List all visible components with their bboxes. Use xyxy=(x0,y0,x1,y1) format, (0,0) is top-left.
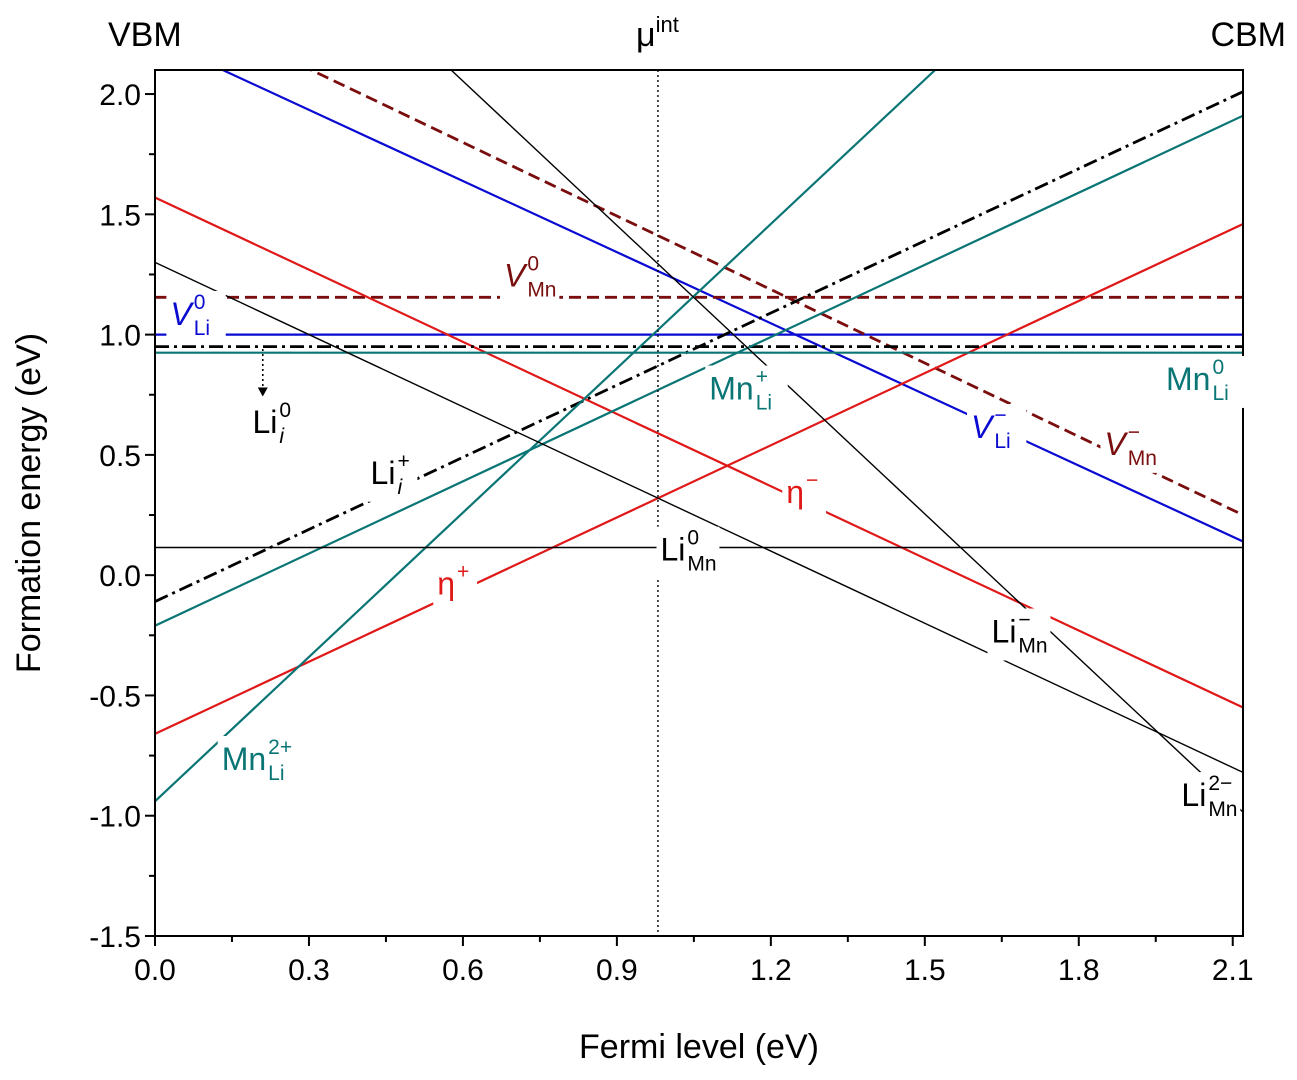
pointer-arrow-head xyxy=(257,387,268,397)
label-a_limn_m: Li − Mn xyxy=(987,608,1051,661)
label-sub: Mn xyxy=(527,279,556,302)
svg-text:Mn: Mn xyxy=(709,371,753,407)
x-tick-label: 2.1 xyxy=(1212,954,1254,987)
series-line-limn_2m xyxy=(450,70,1243,813)
y-tick-label: 0.0 xyxy=(99,560,141,593)
label-sup: 0 xyxy=(1212,356,1224,379)
svg-text:η: η xyxy=(786,474,804,510)
label-a_mnli_p: Mn + Li xyxy=(705,365,788,418)
x-tick-label: 1.2 xyxy=(750,954,792,987)
top-label-cbm: CBM xyxy=(1210,16,1286,54)
plot-frame xyxy=(154,69,1244,937)
y-tick-label: 2.0 xyxy=(99,79,141,112)
svg-text:Li: Li xyxy=(1181,777,1206,813)
series-line-mnli_p xyxy=(155,114,1243,627)
series-line-eta_m xyxy=(155,196,1243,709)
label-a_lii0: Li 0 i xyxy=(248,399,300,452)
x-tick-label: 1.8 xyxy=(1058,954,1100,987)
svg-text:V: V xyxy=(170,296,194,332)
y-tick-label: -1.5 xyxy=(89,921,141,954)
top-label-mu: μint xyxy=(636,12,679,54)
label-sup: − xyxy=(1018,609,1030,632)
series-line-vmn_m xyxy=(307,70,1243,517)
label-sub: Li xyxy=(268,762,284,785)
label-sub: Mn xyxy=(1018,635,1047,658)
label-a_limn0: Li 0 Mn xyxy=(656,526,720,579)
svg-text:η: η xyxy=(437,565,455,601)
series-line-lii_p xyxy=(155,90,1243,603)
label-sup: − xyxy=(806,469,818,492)
svg-text:Mn: Mn xyxy=(222,741,266,777)
label-sub: Li xyxy=(1212,382,1228,405)
label-sub: Mn xyxy=(1208,798,1237,821)
label-a_vmn_m: V − Mn xyxy=(1100,420,1160,473)
label-a_vli0: V 0 Li xyxy=(166,290,226,343)
x-tick-label: 0.0 xyxy=(134,954,176,987)
svg-text:V: V xyxy=(504,258,528,294)
label-a_eta_m: η − xyxy=(782,469,827,521)
x-tick-label: 0.6 xyxy=(442,954,484,987)
series-line-limn_m xyxy=(155,261,1243,774)
label-sub: i xyxy=(397,476,403,499)
label-sup: 0 xyxy=(527,253,539,276)
svg-text:Li: Li xyxy=(661,532,686,568)
y-tick-label: 1.5 xyxy=(99,199,141,232)
label-sup: + xyxy=(457,560,469,583)
label-sub: i xyxy=(279,425,285,448)
label-a_vmn0: V 0 Mn xyxy=(499,252,560,305)
label-sup: 2+ xyxy=(268,736,292,759)
y-tick-label: -0.5 xyxy=(89,680,141,713)
label-sub: Li xyxy=(756,392,772,415)
label-sup: 2− xyxy=(1208,772,1232,795)
svg-text:Li: Li xyxy=(992,614,1017,650)
svg-text:Li: Li xyxy=(371,455,396,491)
plot-border xyxy=(154,69,1244,937)
x-tick-label: 0.3 xyxy=(288,954,330,987)
label-sub: Mn xyxy=(1128,447,1157,470)
label-sup: − xyxy=(1128,421,1140,444)
top-label-vbm: VBM xyxy=(108,16,182,54)
label-sup: + xyxy=(397,450,409,473)
label-a_mnli0: Mn 0 Li xyxy=(1162,355,1245,408)
y-tick-label: -1.0 xyxy=(89,801,141,834)
svg-text:Mn: Mn xyxy=(1166,361,1210,397)
label-a_vli_m: V − Li xyxy=(967,404,1027,457)
svg-text:V: V xyxy=(1104,426,1128,462)
label-sub: Li xyxy=(994,430,1010,453)
label-sub: Li xyxy=(194,317,210,340)
axis-ticks: 0.0 0.3 0.6 0.9 1.2 1.5 1.8 2.1 -1.5 -1.0 -0.5 0.0 0… xyxy=(89,79,1253,987)
label-sub: Mn xyxy=(687,553,716,576)
series-line-eta_p xyxy=(155,223,1243,735)
label-a_lii_p: Li + i xyxy=(366,449,418,502)
x-tick-label: 0.9 xyxy=(596,954,638,987)
svg-text:Li: Li xyxy=(253,404,278,440)
label-sup: 0 xyxy=(687,527,699,550)
series-lines xyxy=(155,70,1243,813)
series-line-mnli_2p xyxy=(155,70,936,803)
label-a_mnli_2p: Mn 2+ Li xyxy=(217,736,301,789)
label-a_eta_p: η + xyxy=(433,560,478,613)
y-tick-label: 0.5 xyxy=(99,440,141,473)
svg-text:V: V xyxy=(971,409,995,445)
x-axis-title: Fermi level (eV) xyxy=(579,1028,819,1066)
label-sup: 0 xyxy=(279,399,291,422)
label-a_limn_2m: Li 2− Mn xyxy=(1177,772,1241,825)
y-axis-title: Formation energy (eV) xyxy=(10,333,48,673)
label-sup: 0 xyxy=(194,291,206,314)
x-tick-label: 1.5 xyxy=(904,954,946,987)
y-tick-label: 1.0 xyxy=(99,320,141,353)
label-sup: − xyxy=(994,404,1006,427)
label-sup: + xyxy=(756,366,768,389)
